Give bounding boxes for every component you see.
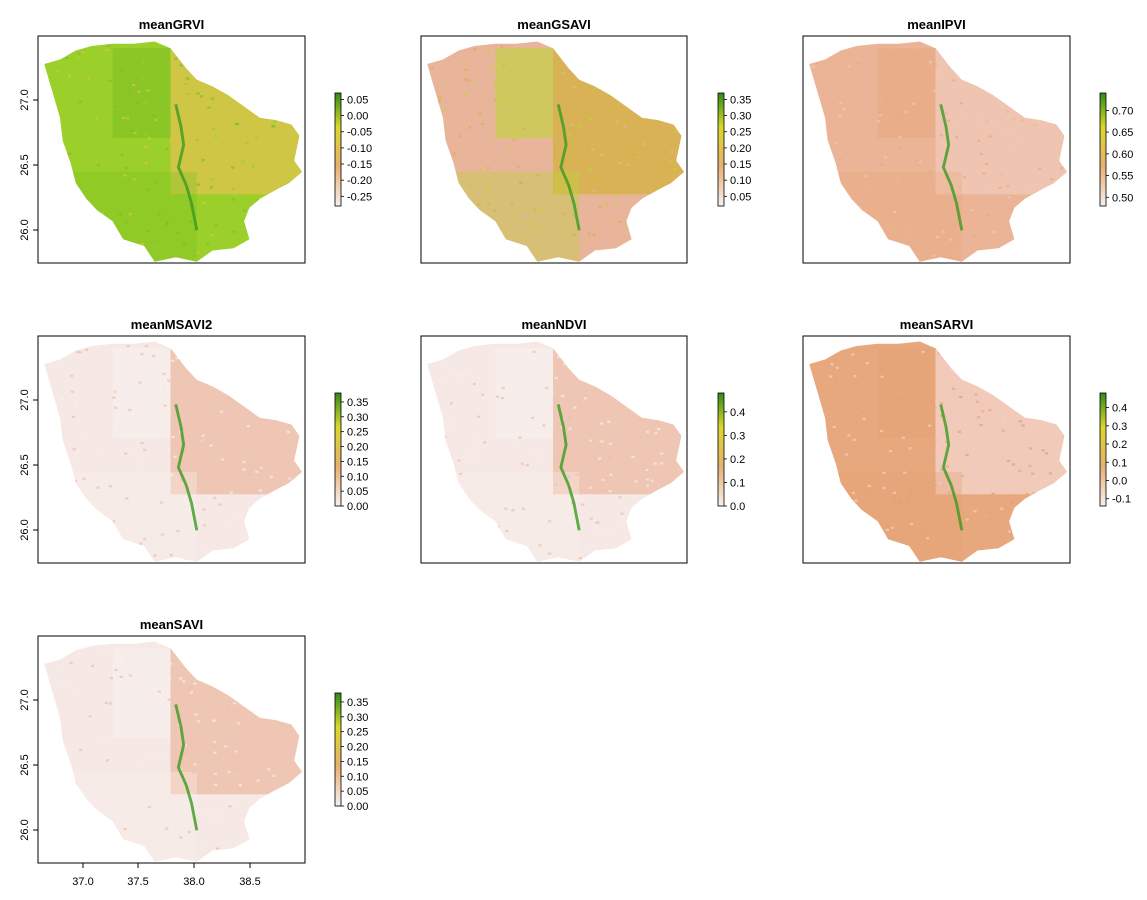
x-tick-label: 38.0 bbox=[183, 876, 204, 888]
legend-colorbar bbox=[717, 392, 725, 507]
legend-label: 0.30 bbox=[347, 712, 368, 724]
legend-label: -0.15 bbox=[347, 159, 372, 171]
legend-label: 0.20 bbox=[347, 742, 368, 754]
legend-label: 0.0 bbox=[730, 501, 745, 513]
legend-label: 0.2 bbox=[1112, 439, 1127, 451]
legend-colorbar bbox=[334, 392, 342, 507]
legend-label: 0.20 bbox=[347, 442, 368, 454]
legend-label: 0.10 bbox=[347, 471, 368, 483]
y-tick-label: 26.0 bbox=[19, 519, 31, 540]
x-tick-label: 37.0 bbox=[72, 876, 93, 888]
legend-label: 0.30 bbox=[347, 412, 368, 424]
legend-label: 0.0 bbox=[1112, 475, 1127, 487]
plot-frame bbox=[37, 635, 306, 864]
plot-frame bbox=[37, 35, 306, 264]
legend-colorbar bbox=[717, 92, 725, 207]
panel-title: meanNDVI bbox=[521, 317, 586, 332]
legend-colorbar bbox=[1099, 92, 1107, 207]
legend-label: 0.25 bbox=[730, 127, 751, 139]
legend-label: 0.05 bbox=[730, 191, 751, 203]
y-tick-label: 27.0 bbox=[19, 89, 31, 110]
map-panel-meanIPVI: meanIPVI 0.70 0.65 0.60 0.55 0.50 bbox=[802, 17, 1133, 264]
x-tick-label: 37.5 bbox=[127, 876, 148, 888]
legend-label: 0.35 bbox=[347, 397, 368, 409]
map-panel-meanGRVI: meanGRVI 27.0 26.5 26.0 0.05 0.00 -0.05 -0.10 -0… bbox=[19, 17, 372, 264]
legend-label: 0.3 bbox=[1112, 421, 1127, 433]
map-panel-meanNDVI: meanNDVI 0.4 0.3 0.2 0.1 0.0 bbox=[420, 317, 745, 564]
legend-label: 0.05 bbox=[347, 486, 368, 498]
plot-frame bbox=[37, 335, 306, 564]
legend-label: 0.4 bbox=[1112, 403, 1127, 415]
panel-title: meanGRVI bbox=[139, 17, 205, 32]
map-panel-meanSARVI: meanSARVI 0.4 0.3 0.2 0.1 0.0 -0.1 bbox=[802, 317, 1131, 564]
legend-label: 0.10 bbox=[730, 175, 751, 187]
panel-title: meanIPVI bbox=[907, 17, 966, 32]
legend-label: 0.00 bbox=[347, 501, 368, 513]
legend-label: 0.35 bbox=[730, 94, 751, 106]
y-tick-label: 26.5 bbox=[19, 454, 31, 475]
plot-frame bbox=[420, 35, 688, 264]
y-tick-label: 26.0 bbox=[19, 219, 31, 240]
legend-label: -0.05 bbox=[347, 127, 372, 139]
legend-label: 0.10 bbox=[347, 771, 368, 783]
x-tick-label: 38.5 bbox=[239, 876, 260, 888]
legend-label: 0.15 bbox=[730, 159, 751, 171]
legend-label: 0.05 bbox=[347, 94, 368, 106]
legend-colorbar bbox=[1099, 392, 1107, 507]
legend-label: 0.00 bbox=[347, 111, 368, 123]
legend-label: 0.30 bbox=[730, 111, 751, 123]
raster-region bbox=[809, 341, 1067, 562]
legend-label: 0.15 bbox=[347, 456, 368, 468]
legend-label: 0.1 bbox=[1112, 457, 1127, 469]
legend-label: 0.50 bbox=[1112, 192, 1133, 204]
legend-label: 0.1 bbox=[730, 477, 745, 489]
panel-title: meanGSAVI bbox=[517, 17, 590, 32]
y-tick-label: 26.5 bbox=[19, 754, 31, 775]
plot-frame bbox=[802, 35, 1071, 264]
raster-region bbox=[809, 41, 1067, 262]
legend-label: -0.20 bbox=[347, 175, 372, 187]
legend-label: 0.20 bbox=[730, 143, 751, 155]
legend-label: -0.10 bbox=[347, 143, 372, 155]
legend-label: 0.70 bbox=[1112, 105, 1133, 117]
legend-label: -0.1 bbox=[1112, 494, 1131, 506]
raster-region bbox=[427, 41, 685, 262]
raster-region bbox=[427, 341, 685, 562]
raster-region bbox=[44, 641, 302, 862]
legend-label: 0.60 bbox=[1112, 149, 1133, 161]
legend-label: 0.3 bbox=[730, 430, 745, 442]
y-tick-label: 27.0 bbox=[19, 389, 31, 410]
panels-layer: meanGRVI 27.0 26.5 26.0 0.05 0.00 -0.05 -0.10 -0… bbox=[19, 17, 1133, 888]
map-panel-meanSAVI: meanSAVI 27.0 26.5 26.0 37.0 37.5 38.0 38.5 0.35… bbox=[19, 617, 368, 888]
y-tick-label: 26.0 bbox=[19, 819, 31, 840]
y-tick-label: 26.5 bbox=[19, 154, 31, 175]
legend-colorbar bbox=[334, 692, 342, 807]
legend-label: 0.25 bbox=[347, 427, 368, 439]
legend-label: 0.55 bbox=[1112, 171, 1133, 183]
legend-label: 0.65 bbox=[1112, 127, 1133, 139]
legend-label: 0.2 bbox=[730, 454, 745, 466]
legend-label: 0.15 bbox=[347, 756, 368, 768]
panel-title: meanMSAVI2 bbox=[131, 317, 212, 332]
panel-title: meanSARVI bbox=[900, 317, 973, 332]
y-tick-label: 27.0 bbox=[19, 689, 31, 710]
raster-region bbox=[44, 341, 302, 562]
map-panel-meanMSAVI2: meanMSAVI2 27.0 26.5 26.0 0.35 0.30 0.25 0.20 0.… bbox=[19, 317, 368, 564]
legend-label: 0.25 bbox=[347, 727, 368, 739]
map-panel-meanGSAVI: meanGSAVI 0.35 0.30 0.25 0.20 0.15 0.10 0.05 bbox=[420, 17, 751, 264]
panel-title: meanSAVI bbox=[140, 617, 203, 632]
legend-colorbar bbox=[334, 92, 342, 207]
legend-label: 0.35 bbox=[347, 697, 368, 709]
legend-label: 0.4 bbox=[730, 407, 745, 419]
plot-frame bbox=[420, 335, 688, 564]
raster-region bbox=[44, 41, 302, 262]
legend-label: -0.25 bbox=[347, 191, 372, 203]
legend-label: 0.05 bbox=[347, 786, 368, 798]
plot-frame bbox=[802, 335, 1071, 564]
legend-label: 0.00 bbox=[347, 801, 368, 813]
